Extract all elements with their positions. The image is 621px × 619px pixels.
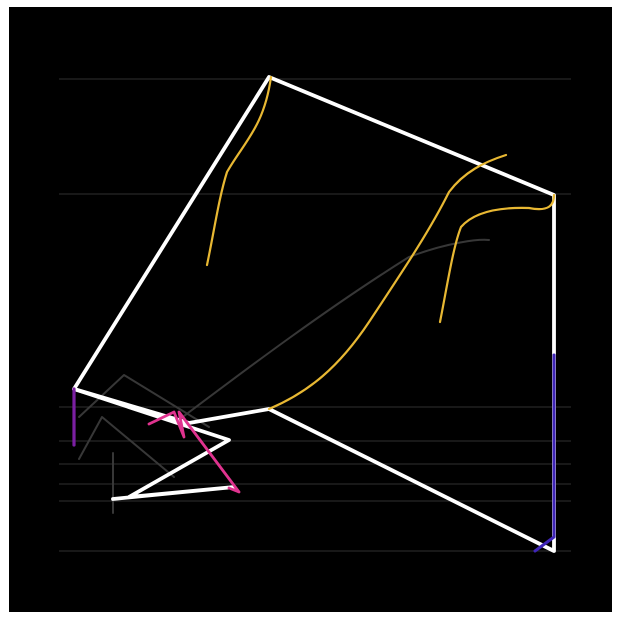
blue-right-segment — [533, 353, 556, 553]
magenta-zigzag — [147, 410, 241, 494]
white-inner-zigzag — [72, 387, 236, 501]
drawing-canvas — [9, 7, 612, 612]
white-main-outline — [72, 75, 556, 553]
gold-right-curve — [438, 193, 556, 324]
line-drawing — [59, 75, 571, 553]
gray-long-curve — [175, 238, 490, 423]
gridlines — [59, 78, 571, 552]
gold-left-curve — [205, 75, 273, 267]
gray-small-zigzag — [78, 374, 210, 514]
gold-main-curve — [267, 153, 508, 411]
strokes — [72, 75, 556, 553]
